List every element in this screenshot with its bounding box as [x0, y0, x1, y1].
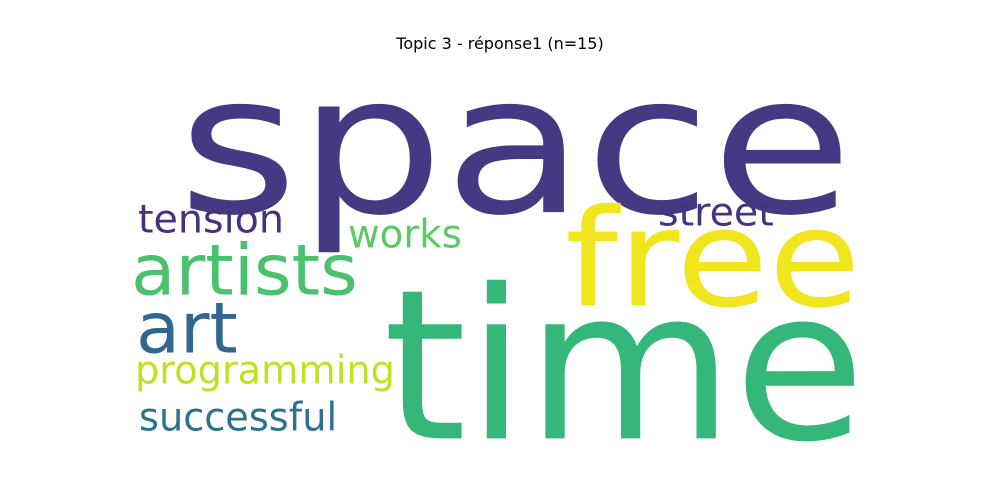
word-art: art	[136, 288, 238, 370]
word-successful: successful	[139, 394, 338, 441]
word-programming: programming	[135, 347, 395, 394]
word-space: space	[178, 34, 853, 259]
figure-title: Topic 3 - réponse1 (n=15)	[396, 34, 604, 53]
word-artists: artists	[131, 230, 358, 312]
word-tension: tension	[138, 196, 284, 243]
word-free: free	[565, 181, 861, 338]
word-street: street	[658, 189, 774, 236]
word-time: time	[383, 244, 866, 488]
word-works: works	[348, 211, 462, 258]
